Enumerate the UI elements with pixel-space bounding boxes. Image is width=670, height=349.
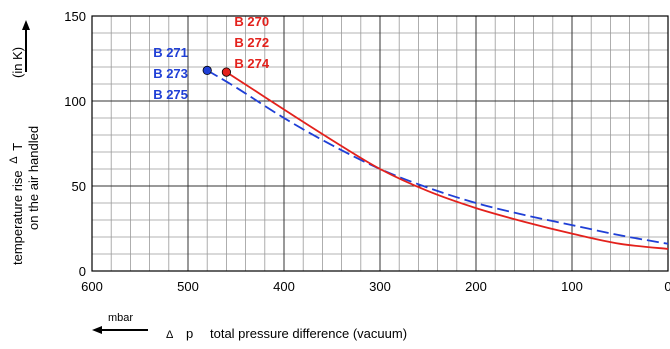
y-axis-arrowhead [22, 20, 30, 30]
y-axis-label: temperature rise Δ T (in K) on the air h… [5, 20, 41, 265]
x-axis-label: mbar Δ p total pressure difference (vacu… [92, 312, 407, 341]
x-tick-label: 100 [561, 279, 583, 294]
series-labels: B 271 B 273 B 275 B 270 B 272 B 274 [153, 14, 270, 102]
series-label-0: B 271 [153, 45, 188, 60]
x-axis-symbol: p [186, 326, 193, 341]
x-axis-delta: Δ [166, 329, 174, 341]
x-tick-label: 0 [664, 279, 670, 294]
y-axis-label-line2: on the air handled [26, 126, 41, 230]
series-start-point-0 [202, 65, 212, 76]
series-label-0: B 273 [153, 66, 188, 81]
series-label-0: B 275 [153, 87, 188, 102]
series-layer [202, 65, 669, 250]
x-axis-unit: mbar [108, 312, 133, 324]
y-tick-label: 100 [64, 94, 86, 109]
series-line-1 [225, 71, 669, 250]
x-tick-label: 600 [81, 279, 103, 294]
series-label-1: B 274 [234, 56, 269, 71]
x-tick-label: 300 [369, 279, 391, 294]
x-tick-label: 200 [465, 279, 487, 294]
y-axis-label-line1: temperature rise Δ T [5, 143, 25, 265]
y-tick-label: 50 [72, 179, 86, 194]
x-tick-label: 500 [177, 279, 199, 294]
x-tick-label: 400 [273, 279, 295, 294]
y-tick-label: 0 [79, 264, 86, 279]
y-tick-label: 150 [64, 9, 86, 24]
series-label-1: B 272 [234, 35, 269, 50]
x-axis-arrowhead [92, 326, 102, 334]
series-start-point-1 [221, 67, 231, 77]
series-label-1: B 270 [234, 14, 269, 29]
series-line-0 [206, 69, 669, 245]
plot-frame [91, 15, 669, 272]
major-grid [91, 15, 669, 272]
tick-labels: 600 500 400 300 200 100 0 0 50 100 150 [64, 9, 670, 294]
y-axis-label-unit: (in K) [10, 47, 25, 78]
x-axis-title: total pressure difference (vacuum) [210, 326, 407, 341]
